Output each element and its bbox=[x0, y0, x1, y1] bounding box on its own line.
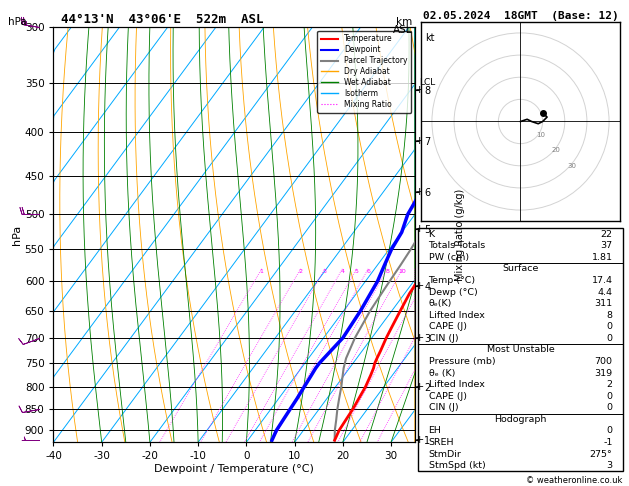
Text: +: + bbox=[415, 187, 425, 197]
Text: 311: 311 bbox=[594, 299, 613, 308]
Text: Lifted Index: Lifted Index bbox=[428, 380, 484, 389]
Text: +: + bbox=[415, 435, 425, 445]
Text: 1.81: 1.81 bbox=[591, 253, 613, 262]
Text: PW (cm): PW (cm) bbox=[428, 253, 469, 262]
Text: 0: 0 bbox=[606, 334, 613, 343]
Text: 700: 700 bbox=[594, 357, 613, 366]
Text: +: + bbox=[415, 281, 425, 291]
Text: 17.4: 17.4 bbox=[591, 276, 613, 285]
Text: Totals Totals: Totals Totals bbox=[428, 241, 486, 250]
Text: CAPE (J): CAPE (J) bbox=[428, 392, 467, 400]
Text: 5: 5 bbox=[355, 269, 359, 274]
Text: 30: 30 bbox=[567, 163, 576, 169]
Text: 8: 8 bbox=[385, 269, 389, 274]
Text: 4: 4 bbox=[340, 269, 344, 274]
Text: θₑ (K): θₑ (K) bbox=[428, 368, 455, 378]
Text: SREH: SREH bbox=[428, 438, 454, 447]
Text: θₑ(K): θₑ(K) bbox=[428, 299, 452, 308]
Text: 22: 22 bbox=[601, 230, 613, 239]
Text: kt: kt bbox=[425, 33, 435, 43]
Text: 10: 10 bbox=[398, 269, 406, 274]
Text: Surface: Surface bbox=[503, 264, 538, 274]
Text: ASL: ASL bbox=[392, 25, 412, 35]
Text: +: + bbox=[415, 85, 425, 95]
Text: K: K bbox=[428, 230, 435, 239]
Text: 2: 2 bbox=[299, 269, 303, 274]
Text: hPa: hPa bbox=[8, 17, 27, 27]
Text: CIN (J): CIN (J) bbox=[428, 403, 458, 412]
Text: 319: 319 bbox=[594, 368, 613, 378]
Y-axis label: hPa: hPa bbox=[12, 225, 22, 244]
Text: 0: 0 bbox=[606, 392, 613, 400]
Text: 02.05.2024  18GMT  (Base: 12): 02.05.2024 18GMT (Base: 12) bbox=[423, 11, 618, 21]
Text: 2: 2 bbox=[606, 380, 613, 389]
Text: -1: -1 bbox=[603, 438, 613, 447]
Text: +: + bbox=[415, 333, 425, 343]
Text: StmDir: StmDir bbox=[428, 450, 462, 459]
Text: 3: 3 bbox=[323, 269, 326, 274]
Text: CAPE (J): CAPE (J) bbox=[428, 322, 467, 331]
Text: CIN (J): CIN (J) bbox=[428, 334, 458, 343]
Text: Lifted Index: Lifted Index bbox=[428, 311, 484, 320]
Text: Temp (°C): Temp (°C) bbox=[428, 276, 476, 285]
Text: 20: 20 bbox=[552, 147, 560, 154]
Text: 3: 3 bbox=[606, 461, 613, 470]
Text: 275°: 275° bbox=[590, 450, 613, 459]
X-axis label: Dewpoint / Temperature (°C): Dewpoint / Temperature (°C) bbox=[154, 464, 314, 474]
Text: +: + bbox=[415, 224, 425, 234]
Text: 0: 0 bbox=[606, 426, 613, 435]
Text: 10: 10 bbox=[536, 132, 545, 138]
Text: km: km bbox=[396, 17, 412, 27]
Text: 8: 8 bbox=[606, 311, 613, 320]
Y-axis label: Mixing Ratio (g/kg): Mixing Ratio (g/kg) bbox=[455, 189, 465, 280]
Text: © weatheronline.co.uk: © weatheronline.co.uk bbox=[526, 476, 623, 485]
Text: 37: 37 bbox=[600, 241, 613, 250]
Text: Dewp (°C): Dewp (°C) bbox=[428, 288, 477, 296]
Text: 44°13'N  43°06'E  522m  ASL: 44°13'N 43°06'E 522m ASL bbox=[61, 13, 263, 26]
Text: 0: 0 bbox=[606, 322, 613, 331]
Text: 6: 6 bbox=[366, 269, 370, 274]
Text: LCL: LCL bbox=[419, 78, 435, 87]
Text: StmSpd (kt): StmSpd (kt) bbox=[428, 461, 485, 470]
Text: 4.4: 4.4 bbox=[598, 288, 613, 296]
Legend: Temperature, Dewpoint, Parcel Trajectory, Dry Adiabat, Wet Adiabat, Isotherm, Mi: Temperature, Dewpoint, Parcel Trajectory… bbox=[317, 31, 411, 113]
Text: Pressure (mb): Pressure (mb) bbox=[428, 357, 495, 366]
Text: +: + bbox=[415, 382, 425, 392]
Text: Hodograph: Hodograph bbox=[494, 415, 547, 424]
Text: 1: 1 bbox=[260, 269, 264, 274]
Text: 0: 0 bbox=[606, 403, 613, 412]
Text: +: + bbox=[415, 137, 425, 146]
Text: Most Unstable: Most Unstable bbox=[487, 346, 554, 354]
Text: EH: EH bbox=[428, 426, 442, 435]
